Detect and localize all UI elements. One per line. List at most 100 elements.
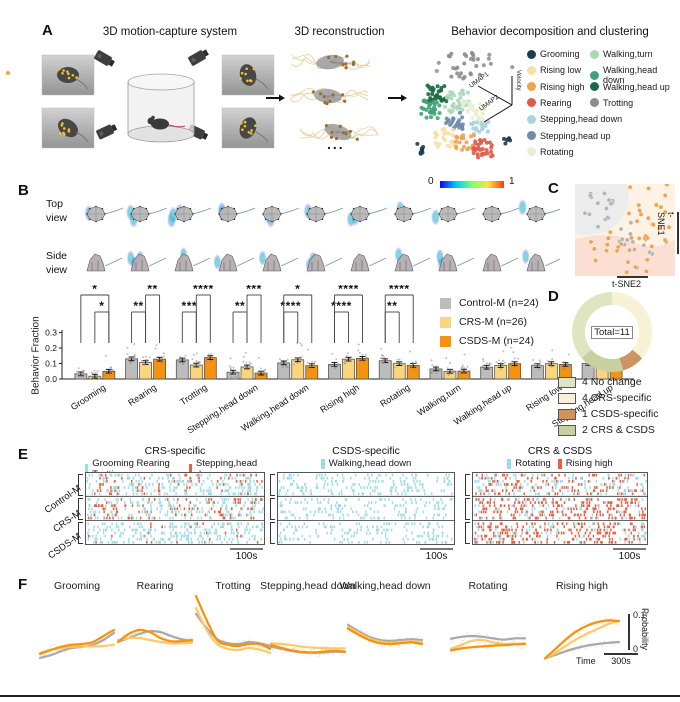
group-color-swatch: [440, 297, 451, 309]
cluster-color-dot: [527, 114, 536, 124]
panel-label-a: A: [42, 22, 53, 39]
donut-legend-label: 1 CSDS-specific: [582, 408, 659, 420]
group-legend-label: CRS-M (n=26): [459, 316, 527, 328]
raster-group-bracket: [270, 498, 275, 520]
cluster-color-dot: [590, 70, 599, 80]
panel-a-capture-title: 3D motion-capture system: [102, 26, 238, 38]
fplot-title-2: Trotting: [215, 580, 251, 592]
cluster-legend-label: Rising low: [540, 65, 582, 76]
raster-group-bracket: [465, 522, 470, 544]
pose-thumbnail-top: [262, 205, 300, 229]
svg-text:**: **: [387, 299, 397, 313]
panel-label-d: D: [548, 288, 559, 305]
probability-plot-0: [38, 628, 116, 660]
svg-text:****: ****: [338, 285, 359, 296]
ellipsis-label: ...: [327, 136, 345, 152]
pose-thumbnail-top: [126, 203, 168, 228]
umap-axes-glyph: [477, 76, 513, 123]
raster-group-bracket: [78, 522, 83, 544]
pose-thumbnail-top: [217, 201, 256, 223]
side-view-label: Side view: [46, 250, 68, 276]
skeleton-reconstruction: [291, 54, 371, 70]
pose-thumbnail-top: [84, 204, 124, 223]
raster-legend-label: Rising high: [565, 458, 613, 469]
raster-crs-and-csds: [472, 472, 648, 545]
probability-scale-bar: [628, 614, 630, 650]
donut-color-swatch: [558, 392, 576, 404]
svg-text:***: ***: [246, 285, 262, 296]
group-legend-item: CRS-M (n=26): [440, 316, 539, 328]
svg-text:****: ****: [331, 299, 352, 313]
raster-color-swatch: [507, 458, 512, 469]
skeleton-reconstruction: [299, 123, 379, 141]
probability-plot-6: [543, 615, 621, 661]
behavior-change-donut: Total=11: [572, 292, 652, 372]
pose-thumbnail-side: [258, 249, 299, 272]
donut-legend: 4 No change 4 CRS-specific 1 CSDS-specific…: [558, 376, 658, 440]
pose-thumbnail-top: [303, 202, 344, 223]
probability-plot-2: [194, 594, 272, 657]
svg-text:**: **: [133, 299, 143, 313]
group-color-swatch: [440, 316, 451, 328]
mouse-silhouette: [147, 115, 186, 130]
cluster-legend-item: Rising high: [527, 82, 585, 92]
raster-scale-bar-1: [230, 548, 263, 550]
fplot-title-6: Rising high: [556, 580, 608, 592]
tsne1-axis-label: t-SNE1: [656, 212, 676, 236]
time-scale-label: 300s: [611, 656, 631, 666]
tsne-scatter: [575, 184, 675, 276]
tsne2-axis-label: t-SNE2: [612, 279, 642, 289]
pose-thumbnail-side: [305, 251, 343, 274]
probability-max-label: 0.1: [633, 610, 646, 620]
pose-thumbnail-top: [482, 205, 520, 223]
fplot-title-1: Rearing: [136, 580, 174, 592]
svg-text:Walking,turn: Walking,turn: [415, 382, 462, 417]
raster-legend-label: Rotating: [515, 458, 551, 469]
probability-axis-label: Probability: [640, 608, 650, 651]
raster-legend-item: Walking,head down: [320, 458, 411, 469]
svg-text:Rearing: Rearing: [126, 382, 158, 408]
cluster-color-dot: [527, 131, 536, 140]
svg-text:0.0: 0.0: [45, 374, 57, 384]
cluster-color-dot: [590, 98, 599, 108]
cluster-color-dot: [527, 147, 536, 157]
probability-plot-5: [449, 631, 527, 654]
stray-marker-dot: [6, 71, 10, 75]
cluster-legend-item: Rising low: [527, 65, 581, 75]
svg-text:*: *: [295, 285, 300, 296]
cluster-legend-item: Trotting: [590, 98, 633, 108]
cluster-legend-item: Walking,head up: [590, 82, 670, 92]
cluster-legend-item: Walking,turn: [590, 49, 653, 59]
pose-thumbnail-side: [521, 248, 560, 272]
raster-scale-label-2: 100s: [425, 551, 448, 562]
skeleton-reconstruction: [289, 87, 369, 106]
tsne2-scale-bar: [617, 276, 648, 278]
cluster-legend-item: Walking,head down: [590, 65, 677, 85]
pose-thumbnail-top: [167, 203, 212, 229]
raster-csds-specific: [277, 472, 455, 545]
raster-legend-crscsds: Rotating Rising high: [472, 458, 648, 469]
raster-scale-label-3: 100s: [618, 551, 641, 562]
probability-plot-3: [269, 639, 347, 658]
probability-min-label: 0: [633, 644, 639, 654]
group-legend-label: CSDS-M (n=24): [459, 335, 534, 347]
cluster-color-dot: [527, 65, 536, 75]
raster-scale-bar-3: [613, 548, 646, 550]
cluster-color-dot: [590, 49, 599, 59]
svg-text:****: ****: [280, 299, 301, 313]
svg-text:****: ****: [193, 285, 214, 296]
raster-crs-specific: [85, 472, 265, 545]
pose-thumbnail-side: [435, 248, 475, 272]
cluster-legend-item: Rearing: [527, 98, 572, 108]
cluster-legend-label: Rising high: [540, 81, 585, 92]
donut-color-swatch: [558, 424, 576, 436]
raster-title-crs: CRS-specific: [144, 445, 206, 457]
panel-a-illustration: [41, 49, 515, 160]
cluster-color-dot: [527, 82, 536, 92]
svg-text:0.3: 0.3: [45, 328, 57, 338]
cluster-legend-label: Rearing: [540, 97, 572, 108]
pose-thumbnail-side: [350, 253, 387, 272]
fplot-title-4: Walking,head down: [339, 580, 431, 592]
group-legend-label: Control-M (n=24): [459, 297, 539, 309]
cluster-legend-label: Grooming: [540, 49, 580, 59]
